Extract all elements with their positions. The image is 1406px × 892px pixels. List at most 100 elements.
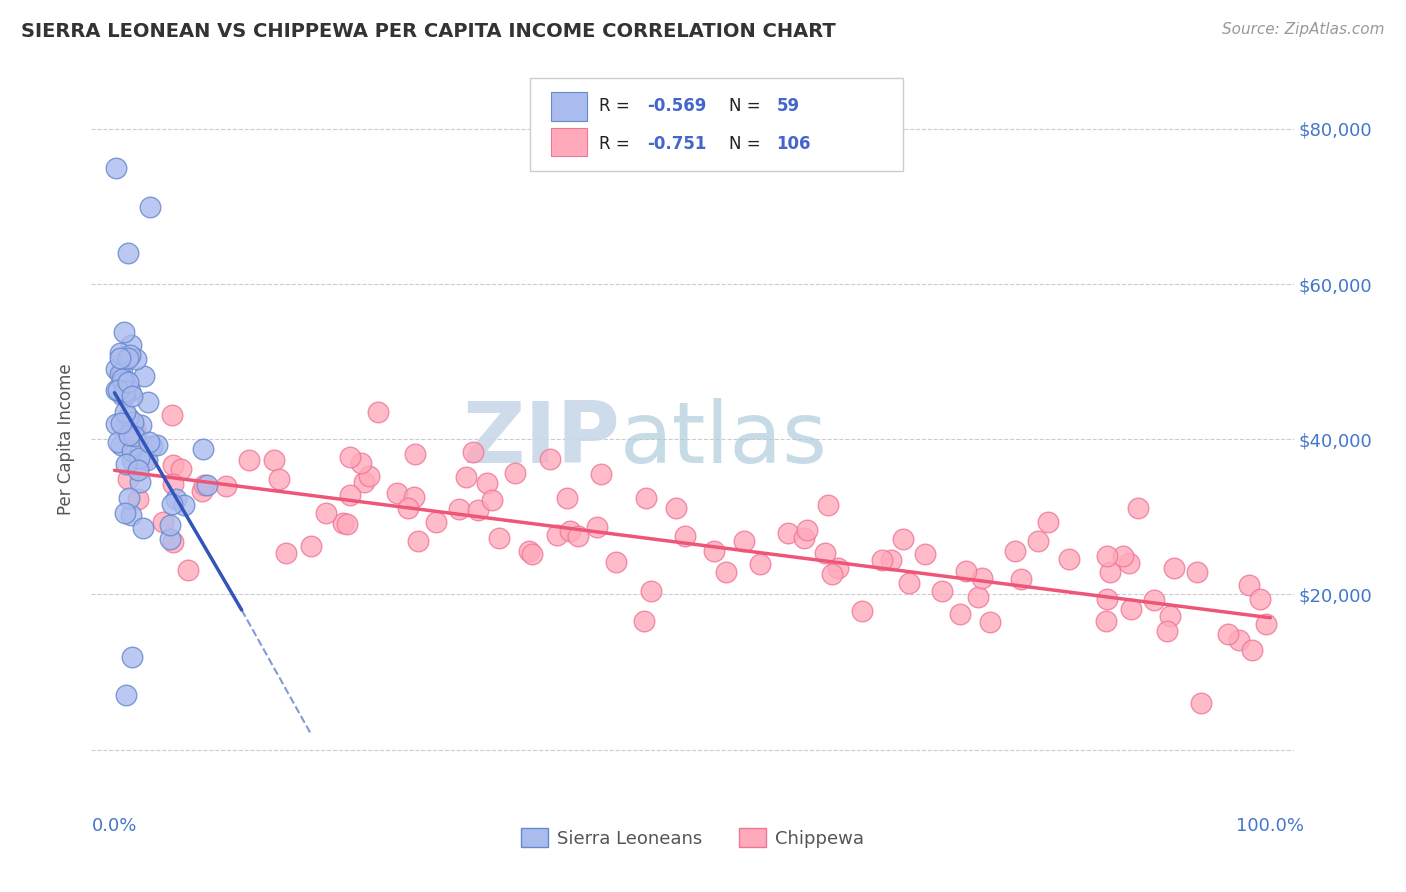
Point	[640, 584, 662, 599]
Point	[238, 453, 260, 467]
Point	[467, 502, 489, 516]
Point	[406, 533, 429, 548]
Point	[129, 475, 152, 489]
Point	[121, 649, 143, 664]
Point	[121, 389, 143, 403]
Point	[111, 388, 134, 402]
Point	[112, 325, 135, 339]
Point	[104, 417, 127, 431]
Point	[134, 368, 156, 383]
Point	[1010, 572, 1032, 586]
Point	[404, 447, 426, 461]
Point	[125, 429, 148, 443]
Point	[173, 498, 195, 512]
Point	[159, 517, 181, 532]
Point	[385, 486, 408, 500]
Point	[162, 497, 184, 511]
Text: -0.751: -0.751	[647, 135, 706, 153]
Point	[1057, 552, 1080, 566]
Point	[817, 498, 839, 512]
Point	[117, 472, 139, 486]
Point	[503, 466, 526, 480]
Point	[891, 532, 914, 546]
Point	[117, 246, 139, 260]
Point	[114, 506, 136, 520]
Point	[1249, 591, 1271, 606]
Point	[477, 475, 499, 490]
Point	[546, 528, 568, 542]
Point	[353, 475, 375, 489]
Point	[117, 410, 139, 425]
Point	[127, 491, 149, 506]
Point	[114, 405, 136, 419]
Point	[117, 376, 139, 390]
Point	[118, 349, 141, 363]
Legend: Sierra Leoneans, Chippewa: Sierra Leoneans, Chippewa	[515, 821, 870, 855]
Point	[481, 492, 503, 507]
Point	[114, 387, 136, 401]
Point	[827, 561, 849, 575]
Point	[132, 452, 155, 467]
Point	[120, 384, 142, 399]
Point	[1254, 617, 1277, 632]
Point	[749, 558, 772, 572]
Point	[162, 458, 184, 472]
Point	[605, 554, 627, 568]
Point	[191, 484, 214, 499]
Text: ZIP: ZIP	[463, 398, 620, 481]
Point	[870, 553, 893, 567]
Point	[349, 456, 371, 470]
Point	[1038, 515, 1060, 529]
Point	[138, 200, 160, 214]
Bar	[551, 92, 586, 120]
Point	[1156, 624, 1178, 638]
Point	[520, 547, 543, 561]
Point	[1095, 614, 1118, 628]
Point	[152, 515, 174, 529]
Point	[114, 384, 136, 398]
Point	[1237, 577, 1260, 591]
Point	[118, 428, 141, 442]
Point	[110, 351, 132, 365]
Point	[315, 506, 337, 520]
Point	[538, 451, 561, 466]
Point	[461, 444, 484, 458]
Point	[1163, 560, 1185, 574]
Point	[979, 615, 1001, 629]
Point	[454, 470, 477, 484]
Point	[112, 375, 135, 389]
Point	[120, 508, 142, 523]
Point	[274, 545, 297, 559]
Point	[105, 161, 128, 175]
Point	[108, 346, 131, 360]
Point	[914, 547, 936, 561]
Point	[1112, 549, 1135, 564]
Point	[263, 452, 285, 467]
Point	[117, 351, 139, 365]
Point	[367, 404, 389, 418]
Point	[165, 492, 187, 507]
Point	[488, 531, 510, 545]
Point	[128, 450, 150, 465]
Point	[111, 366, 134, 380]
Point	[1227, 632, 1250, 647]
Point	[396, 501, 419, 516]
Point	[107, 383, 129, 397]
Text: N =: N =	[728, 97, 765, 115]
Text: Source: ZipAtlas.com: Source: ZipAtlas.com	[1222, 22, 1385, 37]
Point	[1118, 556, 1140, 570]
Point	[793, 531, 815, 545]
Point	[332, 516, 354, 530]
Point	[1095, 549, 1118, 563]
Point	[111, 372, 134, 386]
Point	[132, 521, 155, 535]
Point	[105, 361, 128, 376]
Text: R =: R =	[599, 97, 634, 115]
Text: SIERRA LEONEAN VS CHIPPEWA PER CAPITA INCOME CORRELATION CHART: SIERRA LEONEAN VS CHIPPEWA PER CAPITA IN…	[21, 22, 835, 41]
Point	[813, 546, 835, 560]
Point	[129, 418, 152, 433]
Point	[115, 689, 138, 703]
Point	[949, 607, 972, 621]
Point	[141, 439, 163, 453]
Point	[124, 421, 146, 435]
